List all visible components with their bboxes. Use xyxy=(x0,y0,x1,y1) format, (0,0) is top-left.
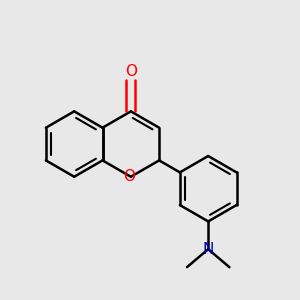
Text: O: O xyxy=(123,169,135,184)
Text: N: N xyxy=(202,242,214,257)
Text: O: O xyxy=(125,64,137,79)
